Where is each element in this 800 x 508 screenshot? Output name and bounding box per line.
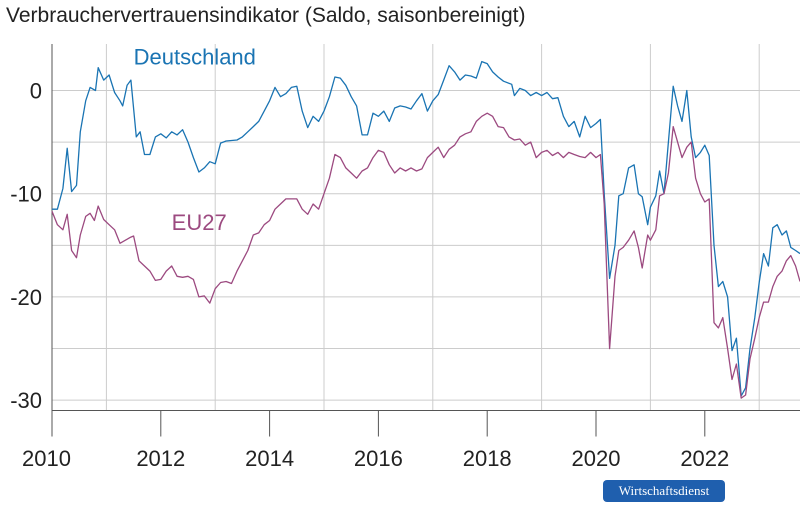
- x-tick-label: 2016: [354, 446, 403, 471]
- y-tick-label: 0: [30, 78, 42, 103]
- y-tick-label: -30: [10, 388, 42, 413]
- x-tick-label: 2012: [136, 446, 185, 471]
- series-labels: Deutschland EU27: [134, 45, 256, 235]
- axes: [51, 44, 800, 437]
- x-tick-label: 2014: [245, 446, 294, 471]
- tick-labels: 0 -10 -20 -30 2010 2012 2014 2016 2018 2020 2022: [10, 78, 729, 471]
- series-line-deutschland: [52, 60, 800, 397]
- y-tick-label: -20: [10, 285, 42, 310]
- series-label-eu27: EU27: [172, 210, 227, 235]
- x-tick-label: 2022: [680, 446, 729, 471]
- grid: [52, 44, 800, 411]
- y-tick-label: -10: [10, 182, 42, 207]
- series-line-eu27: [51, 112, 800, 399]
- series-group: [51, 60, 800, 399]
- x-tick-label: 2010: [22, 446, 71, 471]
- x-tick-label: 2020: [572, 446, 621, 471]
- x-tick-label: 2018: [463, 446, 512, 471]
- publisher-badge: Wirtschaftsdienst: [603, 480, 725, 502]
- series-label-deutschland: Deutschland: [134, 45, 256, 70]
- chart-title: Verbrauchervertrauensindikator (Saldo, s…: [6, 4, 526, 27]
